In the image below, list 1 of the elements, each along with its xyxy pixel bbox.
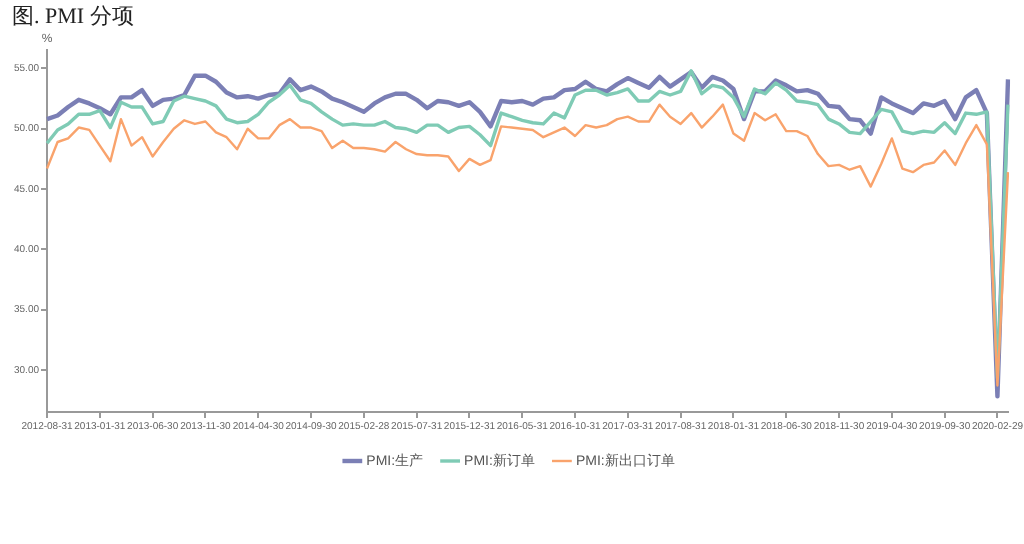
chart-title: 图. PMI 分项 — [12, 4, 134, 29]
